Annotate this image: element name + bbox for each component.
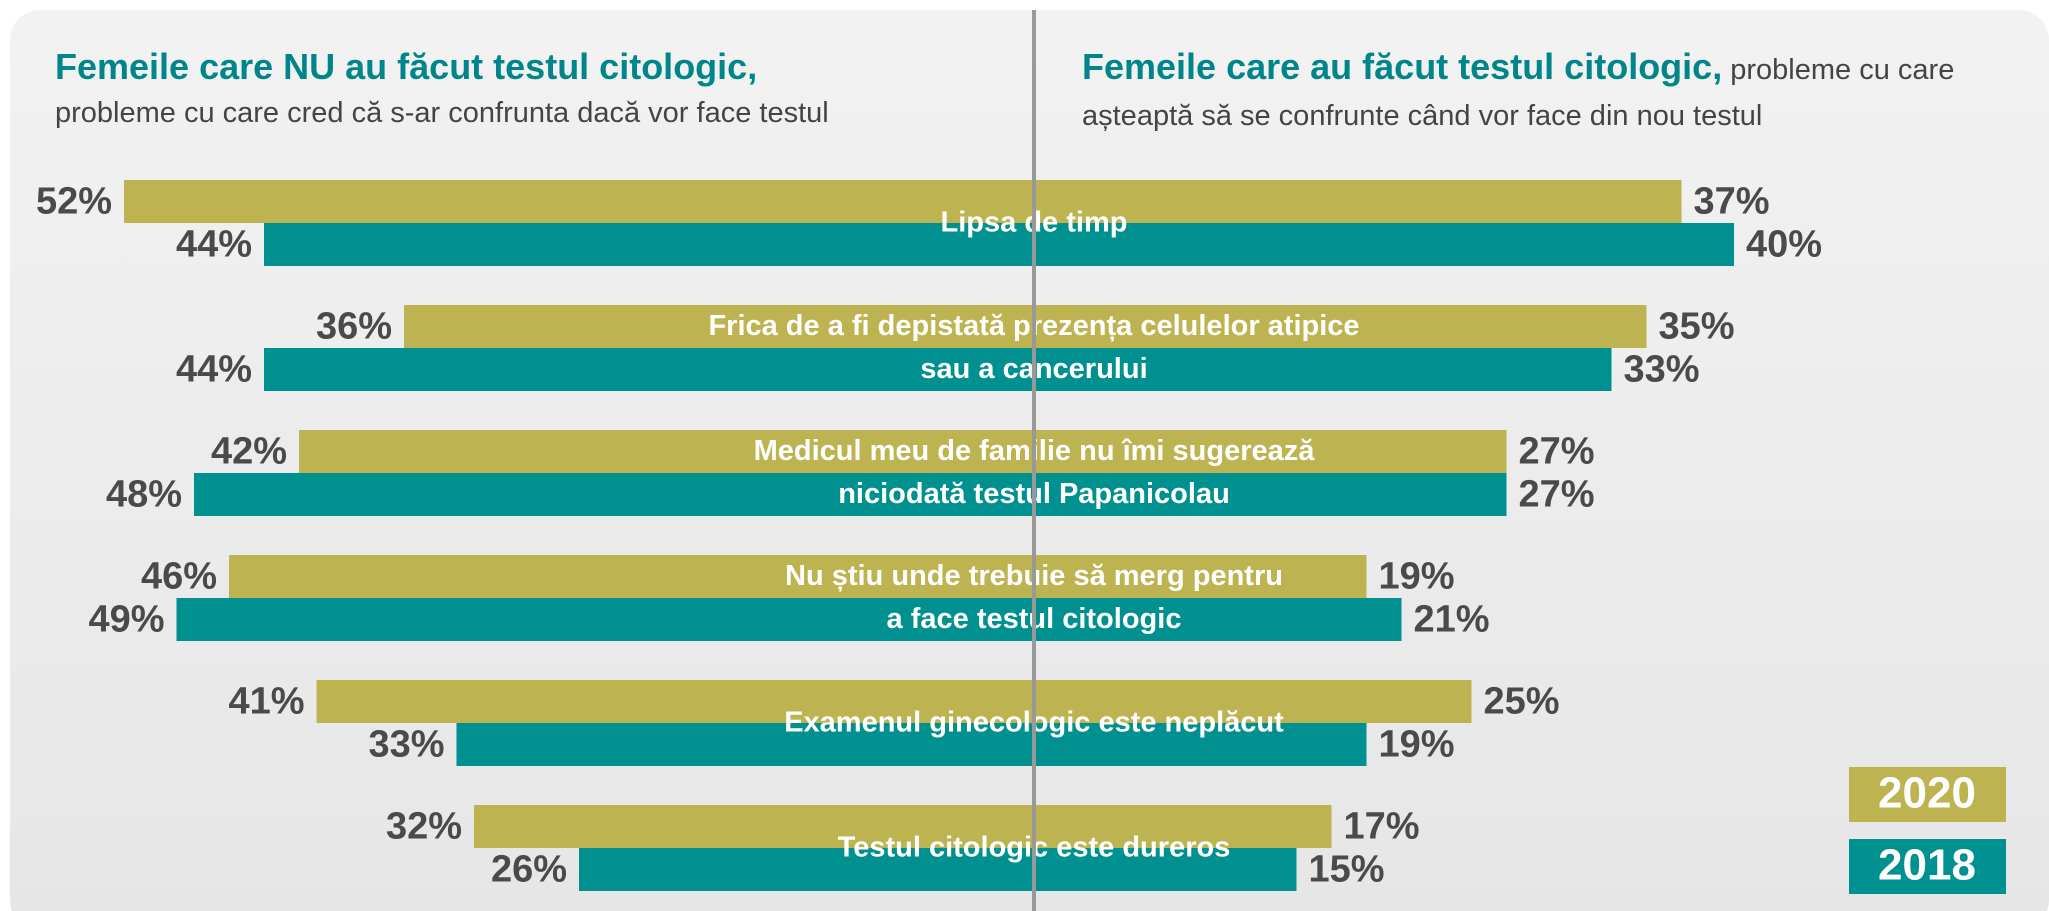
value-label: 26% [491,849,567,891]
value-label: 32% [386,806,462,848]
value-label: 33% [368,724,444,766]
value-label: 44% [176,224,252,266]
value-label: 17% [1344,806,1420,848]
value-label: 21% [1414,599,1490,641]
value-label: 49% [88,599,164,641]
value-label: 33% [1624,349,1700,391]
bar [264,348,1034,391]
value-label: 44% [176,349,252,391]
value-label: 15% [1309,849,1385,891]
value-label: 48% [106,474,182,516]
left-header: Femeile care NU au făcut testul citologi… [55,44,1015,136]
legend-label: 2020 [1878,769,1976,818]
value-label: 27% [1519,431,1595,473]
value-label: 40% [1746,224,1822,266]
right-header: Femeile care au făcut testul citologic, … [1082,44,2032,139]
value-label: 37% [1694,181,1770,223]
value-label: 36% [316,306,392,348]
value-label: 19% [1379,724,1455,766]
value-label: 52% [36,181,112,223]
value-label: 19% [1379,556,1455,598]
bar [1034,223,1734,266]
legend-label: 2018 [1878,841,1976,890]
value-label: 42% [211,431,287,473]
bar [124,180,1034,223]
bar [264,223,1034,266]
right-title: Femeile care au făcut testul citologic, [1082,46,1722,87]
page: 52% 36% 42% 46% 41% 32% 37% 35% 27% 19% 25% 17% 44% 4… [0,0,2049,911]
value-label: 27% [1519,474,1595,516]
value-label: 25% [1484,681,1560,723]
value-label: 41% [228,681,304,723]
left-title: Femeile care NU au făcut testul citologi… [55,44,1015,90]
bar [1034,180,1682,223]
value-label: 35% [1659,306,1735,348]
left-subtitle: probleme cu care cred că s-ar confrunta … [55,90,1015,136]
value-label: 46% [141,556,217,598]
